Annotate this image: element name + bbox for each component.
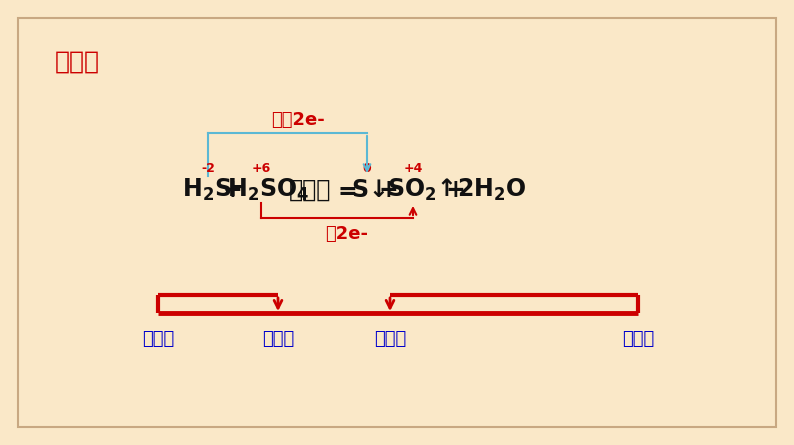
- Text: $\mathbf{H_2S}$: $\mathbf{H_2S}$: [182, 177, 232, 203]
- Text: 最低价: 最低价: [142, 330, 174, 348]
- Text: $\mathbf{+}$: $\mathbf{+}$: [222, 178, 241, 202]
- Text: 又如：: 又如：: [55, 50, 100, 74]
- Text: -2: -2: [201, 162, 215, 174]
- Text: +4: +4: [403, 162, 422, 174]
- Text: 中间价: 中间价: [374, 330, 406, 348]
- Text: 0: 0: [363, 162, 372, 174]
- Text: 得2e-: 得2e-: [326, 225, 368, 243]
- Text: $\mathbf{S}$↓: $\mathbf{S}$↓: [351, 178, 385, 202]
- Text: 失去2e-: 失去2e-: [271, 111, 325, 129]
- Text: 最高价: 最高价: [622, 330, 654, 348]
- Text: $\mathbf{+}$: $\mathbf{+}$: [445, 178, 464, 202]
- Text: $\mathbf{=}$: $\mathbf{=}$: [333, 178, 357, 202]
- Text: +6: +6: [252, 162, 271, 174]
- Text: $\mathbf{SO_2}$↑: $\mathbf{SO_2}$↑: [387, 177, 453, 203]
- Text: $\mathbf{H_2SO_4}$: $\mathbf{H_2SO_4}$: [227, 177, 309, 203]
- Text: $\mathbf{+}$: $\mathbf{+}$: [379, 178, 398, 202]
- Text: 中间价: 中间价: [262, 330, 294, 348]
- Text: （浓）: （浓）: [289, 178, 331, 202]
- Text: $\mathbf{2H_2O}$: $\mathbf{2H_2O}$: [457, 177, 526, 203]
